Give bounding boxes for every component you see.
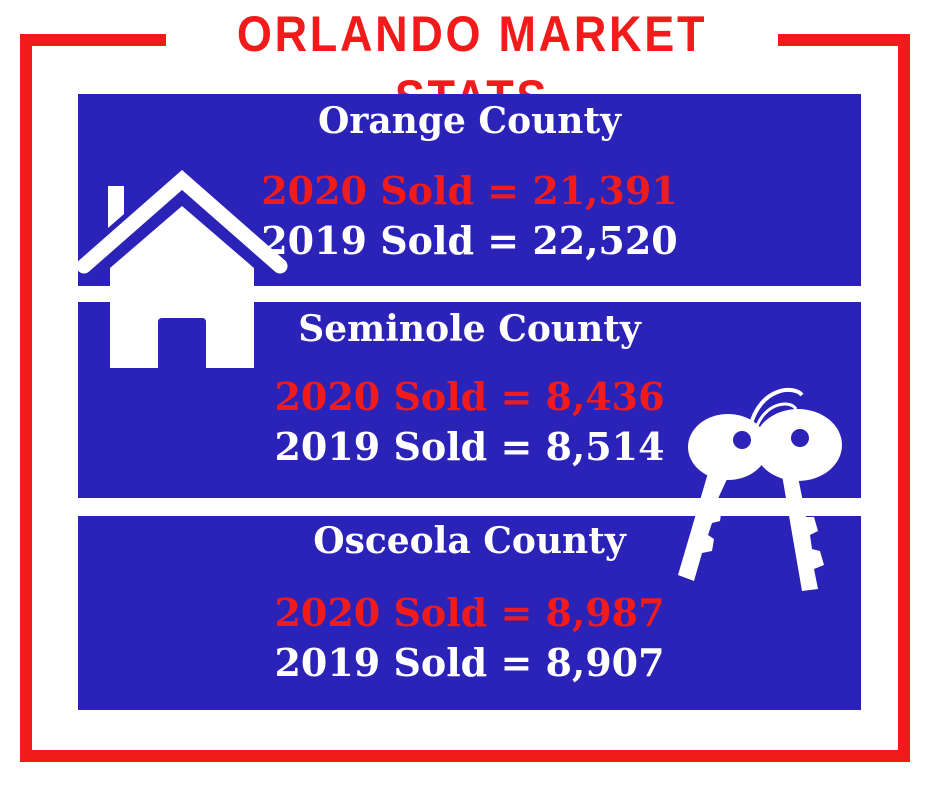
osceola-county-panel: Osceola County 2020 Sold = 8,987 2019 So… xyxy=(78,516,861,710)
sold-2020: 2020 Sold = 21,391 xyxy=(261,168,678,213)
sold-2019: 2019 Sold = 8,907 xyxy=(274,640,665,685)
county-name: Orange County xyxy=(318,100,621,142)
keys-icon xyxy=(678,387,842,591)
sold-2020: 2020 Sold = 8,436 xyxy=(274,374,665,419)
sold-2019: 2019 Sold = 8,514 xyxy=(274,424,665,469)
county-name: Osceola County xyxy=(313,520,626,562)
title-backdrop xyxy=(166,0,778,72)
house-icon xyxy=(76,170,288,368)
sold-2020: 2020 Sold = 8,987 xyxy=(274,590,665,635)
county-name: Seminole County xyxy=(298,308,641,350)
orange-county-panel: Orange County 2020 Sold = 21,391 2019 So… xyxy=(78,94,861,286)
page-title: ORLANDO MARKET STATS xyxy=(236,6,708,126)
sold-2019: 2019 Sold = 22,520 xyxy=(261,218,678,263)
